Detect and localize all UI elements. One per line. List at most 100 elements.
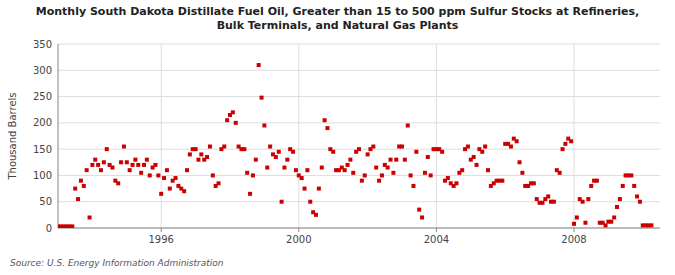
point <box>131 163 135 167</box>
point <box>483 145 487 149</box>
point <box>386 166 390 170</box>
point <box>194 147 198 151</box>
point <box>294 168 298 172</box>
y-tick-label: 150 <box>33 144 52 155</box>
point <box>159 192 163 196</box>
point <box>99 168 103 172</box>
point <box>389 158 393 162</box>
y-grid-line <box>58 122 660 123</box>
point <box>317 187 321 191</box>
point <box>609 220 613 224</box>
y-tick-label: 0 <box>46 223 52 234</box>
point <box>572 222 576 226</box>
point <box>174 176 178 180</box>
point <box>165 168 169 172</box>
point <box>409 173 413 177</box>
point <box>96 163 100 167</box>
point <box>156 173 160 177</box>
point <box>632 184 636 188</box>
point <box>79 179 83 183</box>
point <box>116 181 120 185</box>
point <box>563 142 567 146</box>
point <box>604 223 608 227</box>
x-tick-label: 2000 <box>286 234 311 245</box>
x-grid-line <box>574 44 575 228</box>
point <box>148 173 152 177</box>
point <box>153 163 157 167</box>
point <box>638 200 642 204</box>
point <box>612 215 616 219</box>
point <box>558 171 562 175</box>
point <box>621 184 625 188</box>
x-tick-label: 2004 <box>424 234 449 245</box>
point <box>305 168 309 172</box>
title-line: Monthly South Dakota Distillate Fuel Oil… <box>36 5 640 18</box>
y-tick-label: 350 <box>33 39 52 50</box>
point <box>394 158 398 162</box>
point <box>380 173 384 177</box>
point <box>291 150 295 154</box>
point <box>343 168 347 172</box>
point <box>136 163 140 167</box>
x-tick <box>161 228 162 232</box>
point <box>90 163 94 167</box>
y-grid-line <box>58 44 660 45</box>
x-tick <box>436 228 437 232</box>
x-tick-label: 2008 <box>561 234 586 245</box>
point <box>635 194 639 198</box>
point <box>411 184 415 188</box>
point <box>532 181 536 185</box>
point <box>363 173 367 177</box>
point <box>125 160 129 164</box>
point <box>486 168 490 172</box>
point <box>417 208 421 212</box>
point <box>185 168 189 172</box>
point <box>454 181 458 185</box>
point <box>199 152 203 156</box>
point <box>168 187 172 191</box>
chart: Monthly South Dakota Distillate Fuel Oil… <box>0 0 675 275</box>
point <box>515 139 519 143</box>
point <box>257 63 261 67</box>
point <box>351 171 355 175</box>
point <box>122 145 126 149</box>
point <box>110 166 114 170</box>
x-tick <box>298 228 299 232</box>
y-grid-line <box>58 228 660 229</box>
point <box>440 150 444 154</box>
point <box>561 147 565 151</box>
point <box>552 200 556 204</box>
x-grid-line <box>161 44 162 228</box>
point <box>268 145 272 149</box>
y-axis-label: Thousand Barrels <box>7 92 18 180</box>
point <box>426 155 430 159</box>
point <box>400 145 404 149</box>
point <box>88 215 92 219</box>
y-tick-label: 250 <box>33 91 52 102</box>
point <box>629 173 633 177</box>
point <box>128 168 132 172</box>
point <box>535 197 539 201</box>
point <box>480 150 484 154</box>
point <box>260 96 264 100</box>
point <box>595 179 599 183</box>
point <box>460 168 464 172</box>
point <box>320 166 324 170</box>
point <box>245 171 249 175</box>
point <box>323 118 327 122</box>
y-tick-label: 200 <box>33 117 52 128</box>
y-tick-label: 100 <box>33 170 52 181</box>
y-axis-line <box>58 44 59 228</box>
point <box>242 147 246 151</box>
point <box>583 221 587 225</box>
x-grid-line <box>436 44 437 228</box>
point <box>406 123 410 127</box>
point <box>569 139 573 143</box>
point <box>346 163 350 167</box>
point <box>520 171 524 175</box>
point <box>374 166 378 170</box>
point <box>254 158 258 162</box>
points <box>58 63 653 228</box>
source: Source: U.S. Energy Information Administ… <box>10 258 224 268</box>
point <box>371 145 375 149</box>
